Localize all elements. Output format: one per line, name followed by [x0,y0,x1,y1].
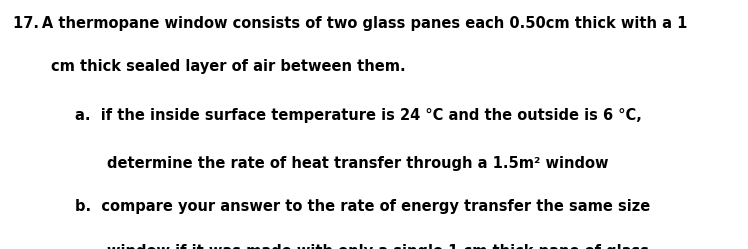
Text: cm thick sealed layer of air between them.: cm thick sealed layer of air between the… [51,59,405,73]
Text: determine the rate of heat transfer through a 1.5m² window: determine the rate of heat transfer thro… [107,156,608,171]
Text: window if it was made with only a single 1 cm thick pane of glass: window if it was made with only a single… [107,244,649,249]
Text: b.  compare your answer to the rate of energy transfer the same size: b. compare your answer to the rate of en… [75,199,650,214]
Text: 17. A thermopane window consists of two glass panes each 0.50cm thick with a 1: 17. A thermopane window consists of two … [13,16,687,31]
Text: a.  if the inside surface temperature is 24 °C and the outside is 6 °C,: a. if the inside surface temperature is … [75,108,642,123]
